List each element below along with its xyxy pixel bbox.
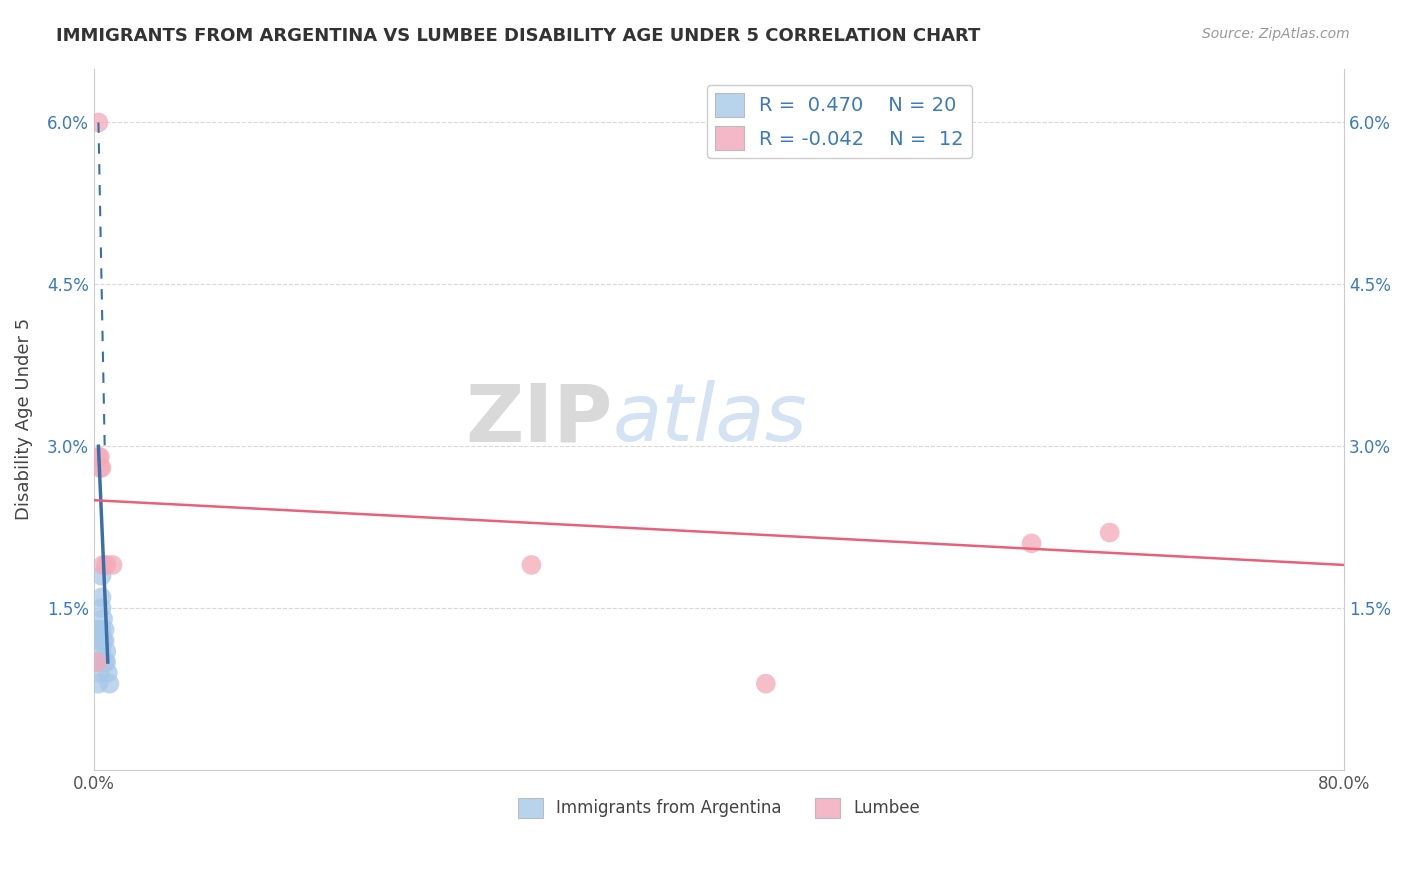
Point <box>87 450 110 464</box>
Point <box>90 460 112 475</box>
Point <box>89 460 111 475</box>
Point <box>101 558 124 572</box>
Point <box>86 623 108 637</box>
Text: ZIP: ZIP <box>465 380 613 458</box>
Point <box>89 450 111 464</box>
Text: atlas: atlas <box>613 380 807 458</box>
Point <box>93 623 115 637</box>
Point <box>89 633 111 648</box>
Point <box>96 558 118 572</box>
Point <box>87 676 110 690</box>
Point <box>93 633 115 648</box>
Point <box>87 655 110 669</box>
Point <box>87 623 110 637</box>
Point <box>98 676 121 690</box>
Point <box>90 623 112 637</box>
Point <box>96 655 118 669</box>
Point <box>96 644 118 658</box>
Point <box>97 665 120 680</box>
Point <box>90 591 112 605</box>
Point <box>91 633 114 648</box>
Text: IMMIGRANTS FROM ARGENTINA VS LUMBEE DISABILITY AGE UNDER 5 CORRELATION CHART: IMMIGRANTS FROM ARGENTINA VS LUMBEE DISA… <box>56 27 980 45</box>
Point <box>520 558 543 572</box>
Point <box>89 665 111 680</box>
Point <box>90 644 112 658</box>
Point <box>90 568 112 582</box>
Point <box>755 676 778 690</box>
Point <box>87 115 110 129</box>
Point <box>91 612 114 626</box>
Point <box>90 601 112 615</box>
Point <box>1098 525 1121 540</box>
Point <box>91 558 114 572</box>
Point <box>93 655 115 669</box>
Y-axis label: Disability Age Under 5: Disability Age Under 5 <box>15 318 32 520</box>
Point <box>86 655 108 669</box>
Text: Source: ZipAtlas.com: Source: ZipAtlas.com <box>1202 27 1350 41</box>
Legend: Immigrants from Argentina, Lumbee: Immigrants from Argentina, Lumbee <box>512 791 927 825</box>
Point <box>1021 536 1043 550</box>
